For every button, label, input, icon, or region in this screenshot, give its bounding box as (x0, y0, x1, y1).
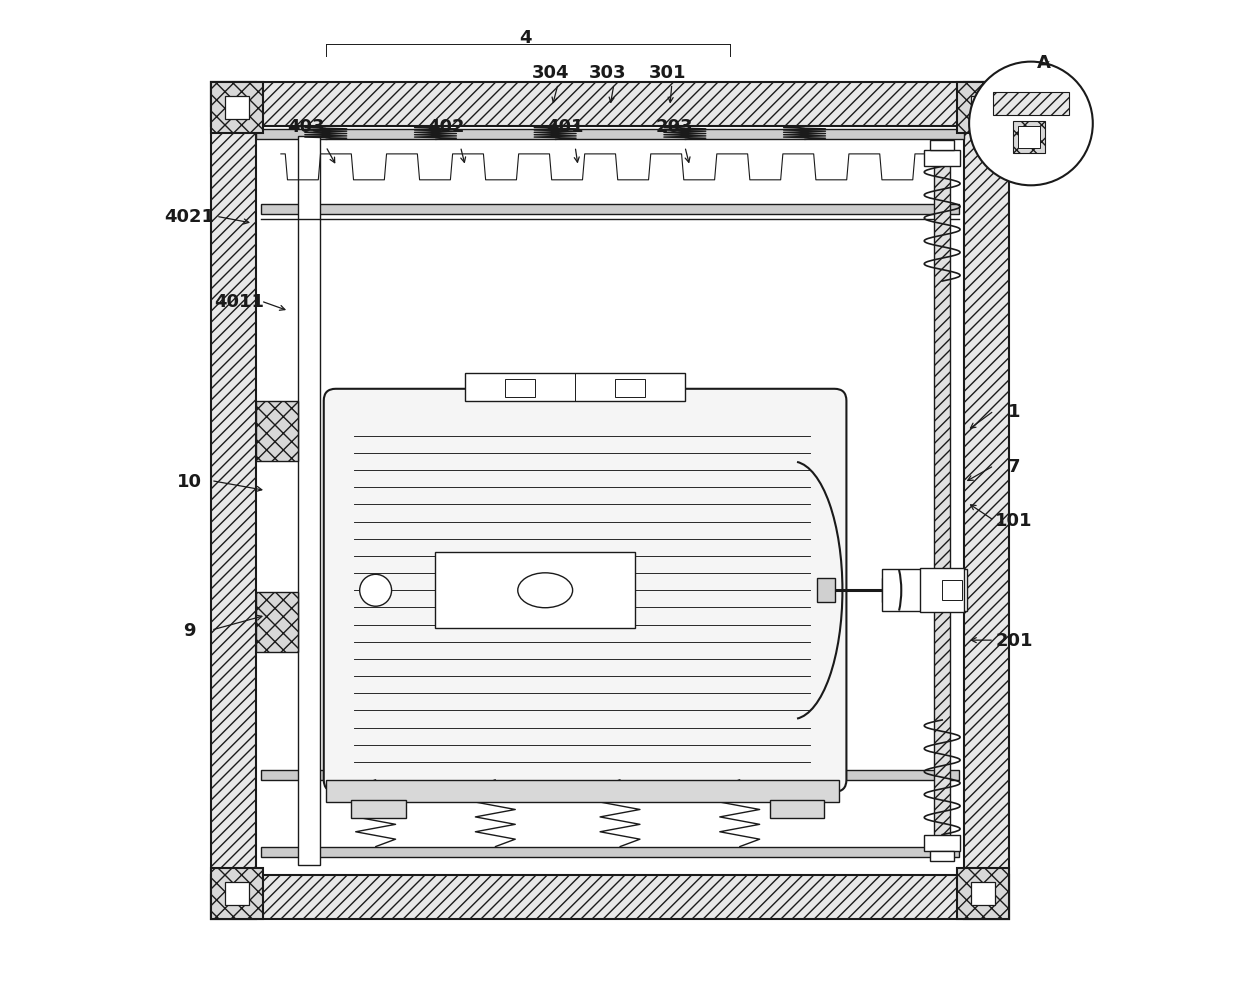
Text: 4: 4 (520, 29, 532, 47)
Bar (883, 570, 967, 611)
Text: 10: 10 (176, 472, 202, 490)
Bar (255, 402, 298, 461)
Text: 4021: 4021 (164, 208, 215, 226)
Bar (211, 875, 1009, 920)
Bar (326, 780, 839, 802)
Bar (993, 92, 1069, 116)
Bar (224, 882, 249, 906)
Bar (255, 130, 965, 140)
Text: 401: 401 (547, 118, 584, 136)
Bar (298, 137, 320, 865)
Bar (934, 142, 950, 860)
Text: 301: 301 (649, 63, 687, 81)
Bar (770, 800, 825, 818)
Circle shape (970, 62, 1092, 186)
Bar (224, 96, 249, 120)
Bar (883, 579, 924, 602)
Text: 9: 9 (182, 621, 196, 639)
Bar (260, 847, 959, 857)
Text: 4011: 4011 (215, 293, 264, 311)
Text: 1: 1 (1008, 403, 1021, 420)
Text: 402: 402 (427, 118, 464, 136)
Bar (260, 205, 959, 215)
Bar (930, 141, 954, 151)
Ellipse shape (518, 573, 573, 608)
Bar (505, 380, 536, 398)
Bar (351, 800, 405, 818)
Bar (211, 82, 263, 134)
Bar (211, 82, 1009, 127)
Text: 7: 7 (1008, 457, 1021, 475)
Bar (957, 868, 1009, 920)
FancyBboxPatch shape (324, 390, 847, 792)
Bar (971, 96, 994, 120)
Bar (465, 374, 684, 402)
Bar (435, 553, 635, 628)
Text: 303: 303 (589, 63, 626, 81)
Bar (957, 82, 1009, 134)
Bar (211, 82, 255, 920)
Bar (965, 82, 1009, 920)
Bar (260, 771, 959, 780)
Text: 201: 201 (996, 631, 1033, 649)
Bar (211, 868, 263, 920)
Text: 203: 203 (656, 118, 693, 136)
Circle shape (360, 575, 392, 606)
Bar (817, 579, 836, 602)
Text: 101: 101 (996, 512, 1033, 530)
Bar (920, 569, 965, 612)
Text: A: A (1037, 53, 1050, 71)
Bar (924, 835, 960, 851)
Bar (255, 592, 298, 652)
Text: 304: 304 (532, 63, 569, 81)
Bar (1018, 127, 1040, 149)
Bar (971, 882, 994, 906)
Bar (615, 380, 645, 398)
Bar (1013, 122, 1045, 154)
Text: 403: 403 (286, 118, 325, 136)
Bar (942, 581, 962, 600)
Bar (930, 851, 954, 861)
Bar (924, 151, 960, 167)
